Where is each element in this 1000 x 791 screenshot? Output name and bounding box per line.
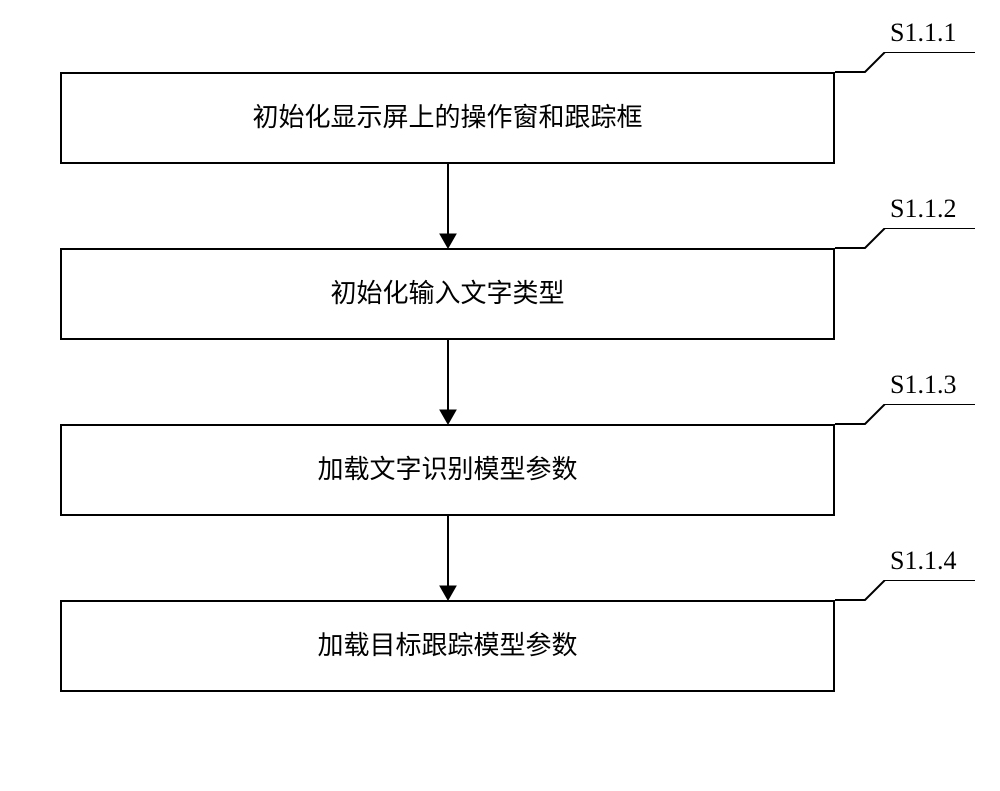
label-line-4	[835, 580, 975, 610]
arrow-3	[438, 516, 458, 600]
step-box-2: 初始化输入文字类型	[60, 248, 835, 340]
step-label-3: S1.1.3	[890, 370, 956, 400]
step-text-3: 加载文字识别模型参数	[317, 452, 577, 488]
step-label-4: S1.1.4	[890, 546, 956, 576]
step-text-4: 加载目标跟踪模型参数	[317, 628, 577, 664]
label-line-1	[835, 52, 975, 82]
arrow-2	[438, 340, 458, 424]
step-box-4: 加载目标跟踪模型参数	[60, 600, 835, 692]
step-text-2: 初始化输入文字类型	[330, 276, 564, 312]
step-text-1: 初始化显示屏上的操作窗和跟踪框	[252, 100, 642, 136]
label-line-2	[835, 228, 975, 258]
step-box-3: 加载文字识别模型参数	[60, 424, 835, 516]
step-label-1: S1.1.1	[890, 18, 956, 48]
step-label-2: S1.1.2	[890, 194, 956, 224]
arrow-1	[438, 164, 458, 248]
step-box-1: 初始化显示屏上的操作窗和跟踪框	[60, 72, 835, 164]
label-line-3	[835, 404, 975, 434]
